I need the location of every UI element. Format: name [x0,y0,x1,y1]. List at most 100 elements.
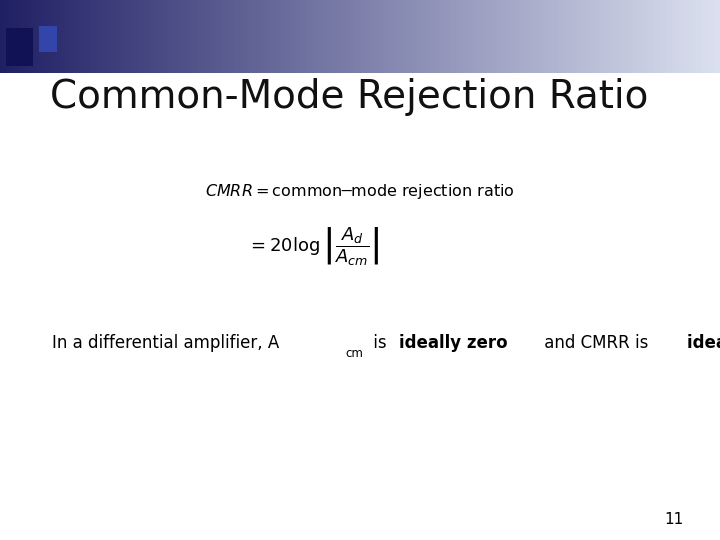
Bar [545,0,548,73]
Bar [130,0,132,73]
Bar [211,0,215,73]
Bar [701,0,704,73]
Bar [441,0,445,73]
Bar [675,0,678,73]
Bar [293,0,296,73]
Bar [158,0,161,73]
Bar [144,0,147,73]
Bar [641,0,644,73]
Bar [557,0,560,73]
Bar [590,0,593,73]
Bar [209,0,212,73]
Bar [605,0,608,73]
Bar [120,0,123,73]
Bar [252,0,255,73]
Bar [523,0,526,73]
Bar [72,0,75,73]
Bar [562,0,564,73]
Bar [295,0,298,73]
Bar [619,0,622,73]
Bar [466,0,469,73]
Bar [598,0,600,73]
Bar [228,0,231,73]
Bar [29,0,32,73]
Bar [245,0,248,73]
Bar [91,0,94,73]
Bar [425,0,428,73]
Bar [365,0,368,73]
Bar [257,0,260,73]
Bar [718,0,720,73]
Bar [549,0,553,73]
Bar [58,0,60,73]
Bar [420,0,423,73]
Bar [434,0,438,73]
Bar [634,0,636,73]
Bar [423,0,426,73]
Bar [221,0,224,73]
Bar [6,28,33,66]
Text: is: is [368,334,392,352]
Bar [482,0,485,73]
Bar [132,0,135,73]
Bar [89,0,92,73]
Bar [367,0,370,73]
Bar [459,0,462,73]
Bar [223,0,226,73]
Bar [513,0,517,73]
Bar [585,0,589,73]
Bar [693,0,697,73]
Bar [297,0,301,73]
Bar [454,0,456,73]
Bar [288,0,291,73]
Bar [168,0,171,73]
Bar [715,0,719,73]
Bar [99,0,102,73]
Bar [122,0,125,73]
Bar [324,0,327,73]
Bar [660,0,663,73]
Text: cm: cm [345,347,363,360]
Bar [394,0,397,73]
Bar [646,0,649,73]
Bar [216,0,219,73]
Bar [34,0,37,73]
Bar [691,0,694,73]
Bar [207,0,210,73]
Bar [240,0,243,73]
Bar [398,0,402,73]
Bar [509,0,512,73]
Bar [612,0,615,73]
Bar [564,0,567,73]
Bar [516,0,519,73]
Bar [204,0,207,73]
Bar [405,0,409,73]
Bar [711,0,714,73]
Bar [315,0,318,73]
Bar [290,0,294,73]
Bar [312,0,315,73]
Bar [139,0,143,73]
Text: 11: 11 [665,511,684,526]
Bar [351,0,354,73]
Bar [588,0,591,73]
Bar [43,0,46,73]
Bar [603,0,606,73]
Bar [41,0,44,73]
Bar [353,0,356,73]
Bar [461,0,464,73]
Bar [197,0,200,73]
Bar [307,0,310,73]
Bar [65,0,68,73]
Bar [137,0,140,73]
Bar [317,0,320,73]
Bar [528,0,531,73]
Bar [576,0,579,73]
Bar [74,0,78,73]
Bar [331,0,334,73]
Bar [269,0,272,73]
Bar [372,0,375,73]
Bar [629,0,632,73]
Bar [24,0,27,73]
Bar [329,0,332,73]
